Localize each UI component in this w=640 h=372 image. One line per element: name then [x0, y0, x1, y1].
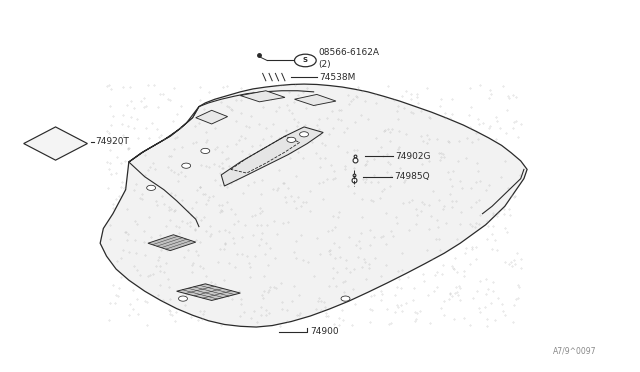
Polygon shape	[241, 91, 285, 102]
Text: A7/9^0097: A7/9^0097	[553, 347, 596, 356]
Circle shape	[147, 185, 156, 190]
Text: 08566-6162A
(2): 08566-6162A (2)	[318, 48, 379, 69]
Text: 74902G: 74902G	[395, 152, 431, 161]
Polygon shape	[24, 127, 88, 160]
Polygon shape	[221, 127, 323, 186]
Polygon shape	[129, 107, 199, 162]
Polygon shape	[294, 94, 336, 106]
Circle shape	[294, 54, 316, 67]
Text: 74920T: 74920T	[96, 137, 129, 146]
Text: 74985Q: 74985Q	[394, 172, 429, 181]
Circle shape	[201, 148, 210, 154]
Text: S: S	[303, 57, 308, 64]
Polygon shape	[196, 110, 228, 124]
Polygon shape	[148, 235, 196, 251]
Circle shape	[179, 296, 188, 301]
Circle shape	[287, 137, 296, 142]
Polygon shape	[177, 284, 241, 301]
Polygon shape	[100, 84, 527, 327]
Text: 74538M: 74538M	[319, 73, 355, 81]
Circle shape	[182, 163, 191, 168]
Circle shape	[341, 296, 350, 301]
Text: 74900: 74900	[310, 327, 339, 336]
Circle shape	[300, 132, 308, 137]
